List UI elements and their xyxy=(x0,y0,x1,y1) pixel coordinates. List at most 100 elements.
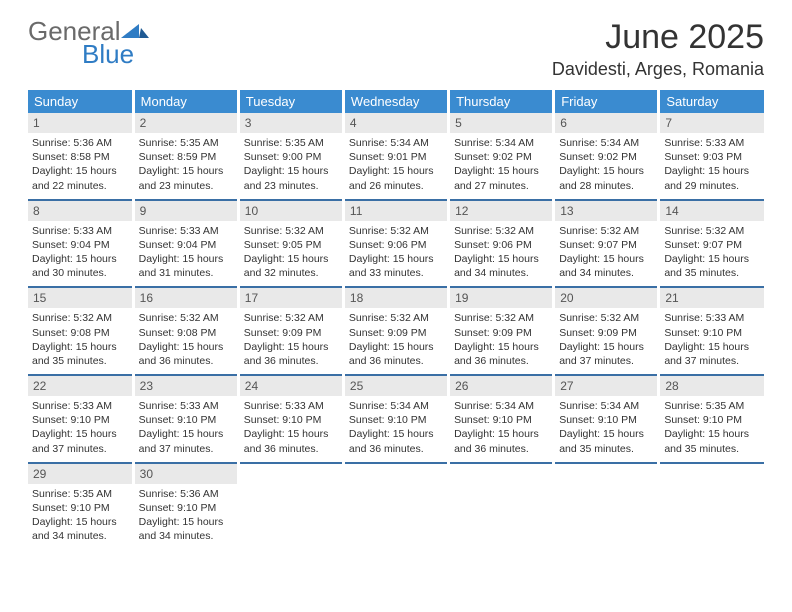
day-number: 24 xyxy=(240,376,342,396)
logo: General Blue xyxy=(28,18,149,67)
day-number: 5 xyxy=(450,113,552,133)
day-details: Sunrise: 5:34 AMSunset: 9:10 PMDaylight:… xyxy=(345,396,447,462)
page-header: General Blue June 2025 Davidesti, Arges,… xyxy=(28,18,764,80)
calendar-day-cell: 15Sunrise: 5:32 AMSunset: 9:08 PMDayligh… xyxy=(28,287,133,375)
day-header: Tuesday xyxy=(238,90,343,113)
calendar-day-cell xyxy=(449,463,554,550)
day-number: 25 xyxy=(345,376,447,396)
day-header: Wednesday xyxy=(343,90,448,113)
calendar-day-cell: 23Sunrise: 5:33 AMSunset: 9:10 PMDayligh… xyxy=(133,375,238,463)
day-number: 4 xyxy=(345,113,447,133)
day-details: Sunrise: 5:32 AMSunset: 9:06 PMDaylight:… xyxy=(345,221,447,287)
day-header: Monday xyxy=(133,90,238,113)
calendar-day-cell xyxy=(238,463,343,550)
calendar-day-cell: 12Sunrise: 5:32 AMSunset: 9:06 PMDayligh… xyxy=(449,200,554,288)
calendar-day-cell: 18Sunrise: 5:32 AMSunset: 9:09 PMDayligh… xyxy=(343,287,448,375)
day-number: 29 xyxy=(28,464,132,484)
day-header: Thursday xyxy=(449,90,554,113)
calendar-week-row: 1Sunrise: 5:36 AMSunset: 8:58 PMDaylight… xyxy=(28,113,764,200)
day-number: 11 xyxy=(345,201,447,221)
day-number: 20 xyxy=(555,288,657,308)
day-details: Sunrise: 5:35 AMSunset: 9:10 PMDaylight:… xyxy=(660,396,764,462)
calendar-day-cell: 4Sunrise: 5:34 AMSunset: 9:01 PMDaylight… xyxy=(343,113,448,200)
day-number: 23 xyxy=(135,376,237,396)
day-number: 19 xyxy=(450,288,552,308)
day-details: Sunrise: 5:33 AMSunset: 9:04 PMDaylight:… xyxy=(135,221,237,287)
day-number: 1 xyxy=(28,113,132,133)
day-details: Sunrise: 5:34 AMSunset: 9:01 PMDaylight:… xyxy=(345,133,447,199)
day-number: 26 xyxy=(450,376,552,396)
calendar-day-cell: 14Sunrise: 5:32 AMSunset: 9:07 PMDayligh… xyxy=(659,200,764,288)
calendar-day-cell: 25Sunrise: 5:34 AMSunset: 9:10 PMDayligh… xyxy=(343,375,448,463)
calendar-day-cell: 16Sunrise: 5:32 AMSunset: 9:08 PMDayligh… xyxy=(133,287,238,375)
day-number: 30 xyxy=(135,464,237,484)
calendar-week-row: 29Sunrise: 5:35 AMSunset: 9:10 PMDayligh… xyxy=(28,463,764,550)
calendar-day-cell: 3Sunrise: 5:35 AMSunset: 9:00 PMDaylight… xyxy=(238,113,343,200)
calendar-day-cell: 11Sunrise: 5:32 AMSunset: 9:06 PMDayligh… xyxy=(343,200,448,288)
day-details: Sunrise: 5:32 AMSunset: 9:09 PMDaylight:… xyxy=(450,308,552,374)
calendar-page: General Blue June 2025 Davidesti, Arges,… xyxy=(0,0,792,612)
day-details: Sunrise: 5:32 AMSunset: 9:07 PMDaylight:… xyxy=(660,221,764,287)
day-details: Sunrise: 5:32 AMSunset: 9:06 PMDaylight:… xyxy=(450,221,552,287)
day-number: 10 xyxy=(240,201,342,221)
day-details: Sunrise: 5:34 AMSunset: 9:10 PMDaylight:… xyxy=(450,396,552,462)
day-number: 7 xyxy=(660,113,764,133)
calendar-day-cell: 22Sunrise: 5:33 AMSunset: 9:10 PMDayligh… xyxy=(28,375,133,463)
day-number: 21 xyxy=(660,288,764,308)
day-number: 6 xyxy=(555,113,657,133)
calendar-day-cell: 10Sunrise: 5:32 AMSunset: 9:05 PMDayligh… xyxy=(238,200,343,288)
calendar-day-cell xyxy=(343,463,448,550)
day-number: 16 xyxy=(135,288,237,308)
day-details: Sunrise: 5:36 AMSunset: 9:10 PMDaylight:… xyxy=(135,484,237,550)
day-number: 17 xyxy=(240,288,342,308)
calendar-day-cell: 2Sunrise: 5:35 AMSunset: 8:59 PMDaylight… xyxy=(133,113,238,200)
calendar-day-cell: 5Sunrise: 5:34 AMSunset: 9:02 PMDaylight… xyxy=(449,113,554,200)
location-text: Davidesti, Arges, Romania xyxy=(552,59,764,80)
day-number: 3 xyxy=(240,113,342,133)
calendar-day-cell: 29Sunrise: 5:35 AMSunset: 9:10 PMDayligh… xyxy=(28,463,133,550)
day-number: 14 xyxy=(660,201,764,221)
day-number: 15 xyxy=(28,288,132,308)
day-details: Sunrise: 5:32 AMSunset: 9:08 PMDaylight:… xyxy=(28,308,132,374)
day-number: 9 xyxy=(135,201,237,221)
logo-text-block: General Blue xyxy=(28,18,149,67)
day-details: Sunrise: 5:34 AMSunset: 9:02 PMDaylight:… xyxy=(555,133,657,199)
day-number: 22 xyxy=(28,376,132,396)
calendar-day-cell: 21Sunrise: 5:33 AMSunset: 9:10 PMDayligh… xyxy=(659,287,764,375)
calendar-body: 1Sunrise: 5:36 AMSunset: 8:58 PMDaylight… xyxy=(28,113,764,549)
calendar-day-cell: 30Sunrise: 5:36 AMSunset: 9:10 PMDayligh… xyxy=(133,463,238,550)
calendar-week-row: 15Sunrise: 5:32 AMSunset: 9:08 PMDayligh… xyxy=(28,287,764,375)
day-header: Sunday xyxy=(28,90,133,113)
day-number: 8 xyxy=(28,201,132,221)
day-details: Sunrise: 5:33 AMSunset: 9:10 PMDaylight:… xyxy=(660,308,764,374)
calendar-day-cell: 28Sunrise: 5:35 AMSunset: 9:10 PMDayligh… xyxy=(659,375,764,463)
calendar-day-cell: 19Sunrise: 5:32 AMSunset: 9:09 PMDayligh… xyxy=(449,287,554,375)
day-details: Sunrise: 5:33 AMSunset: 9:10 PMDaylight:… xyxy=(240,396,342,462)
calendar-day-cell xyxy=(554,463,659,550)
day-details: Sunrise: 5:35 AMSunset: 9:00 PMDaylight:… xyxy=(240,133,342,199)
day-details: Sunrise: 5:35 AMSunset: 8:59 PMDaylight:… xyxy=(135,133,237,199)
day-details: Sunrise: 5:32 AMSunset: 9:09 PMDaylight:… xyxy=(555,308,657,374)
day-number: 27 xyxy=(555,376,657,396)
day-header: Saturday xyxy=(659,90,764,113)
day-number: 2 xyxy=(135,113,237,133)
day-number: 13 xyxy=(555,201,657,221)
calendar-day-cell: 8Sunrise: 5:33 AMSunset: 9:04 PMDaylight… xyxy=(28,200,133,288)
calendar-week-row: 22Sunrise: 5:33 AMSunset: 9:10 PMDayligh… xyxy=(28,375,764,463)
calendar-day-cell: 7Sunrise: 5:33 AMSunset: 9:03 PMDaylight… xyxy=(659,113,764,200)
calendar-day-cell xyxy=(659,463,764,550)
day-details: Sunrise: 5:32 AMSunset: 9:08 PMDaylight:… xyxy=(135,308,237,374)
day-details: Sunrise: 5:36 AMSunset: 8:58 PMDaylight:… xyxy=(28,133,132,199)
day-details: Sunrise: 5:35 AMSunset: 9:10 PMDaylight:… xyxy=(28,484,132,550)
calendar-day-cell: 1Sunrise: 5:36 AMSunset: 8:58 PMDaylight… xyxy=(28,113,133,200)
day-details: Sunrise: 5:32 AMSunset: 9:09 PMDaylight:… xyxy=(345,308,447,374)
day-details: Sunrise: 5:32 AMSunset: 9:05 PMDaylight:… xyxy=(240,221,342,287)
calendar-day-cell: 13Sunrise: 5:32 AMSunset: 9:07 PMDayligh… xyxy=(554,200,659,288)
calendar-day-cell: 9Sunrise: 5:33 AMSunset: 9:04 PMDaylight… xyxy=(133,200,238,288)
day-details: Sunrise: 5:32 AMSunset: 9:09 PMDaylight:… xyxy=(240,308,342,374)
day-details: Sunrise: 5:32 AMSunset: 9:07 PMDaylight:… xyxy=(555,221,657,287)
day-details: Sunrise: 5:33 AMSunset: 9:03 PMDaylight:… xyxy=(660,133,764,199)
calendar-day-cell: 24Sunrise: 5:33 AMSunset: 9:10 PMDayligh… xyxy=(238,375,343,463)
calendar-week-row: 8Sunrise: 5:33 AMSunset: 9:04 PMDaylight… xyxy=(28,200,764,288)
day-details: Sunrise: 5:33 AMSunset: 9:10 PMDaylight:… xyxy=(28,396,132,462)
